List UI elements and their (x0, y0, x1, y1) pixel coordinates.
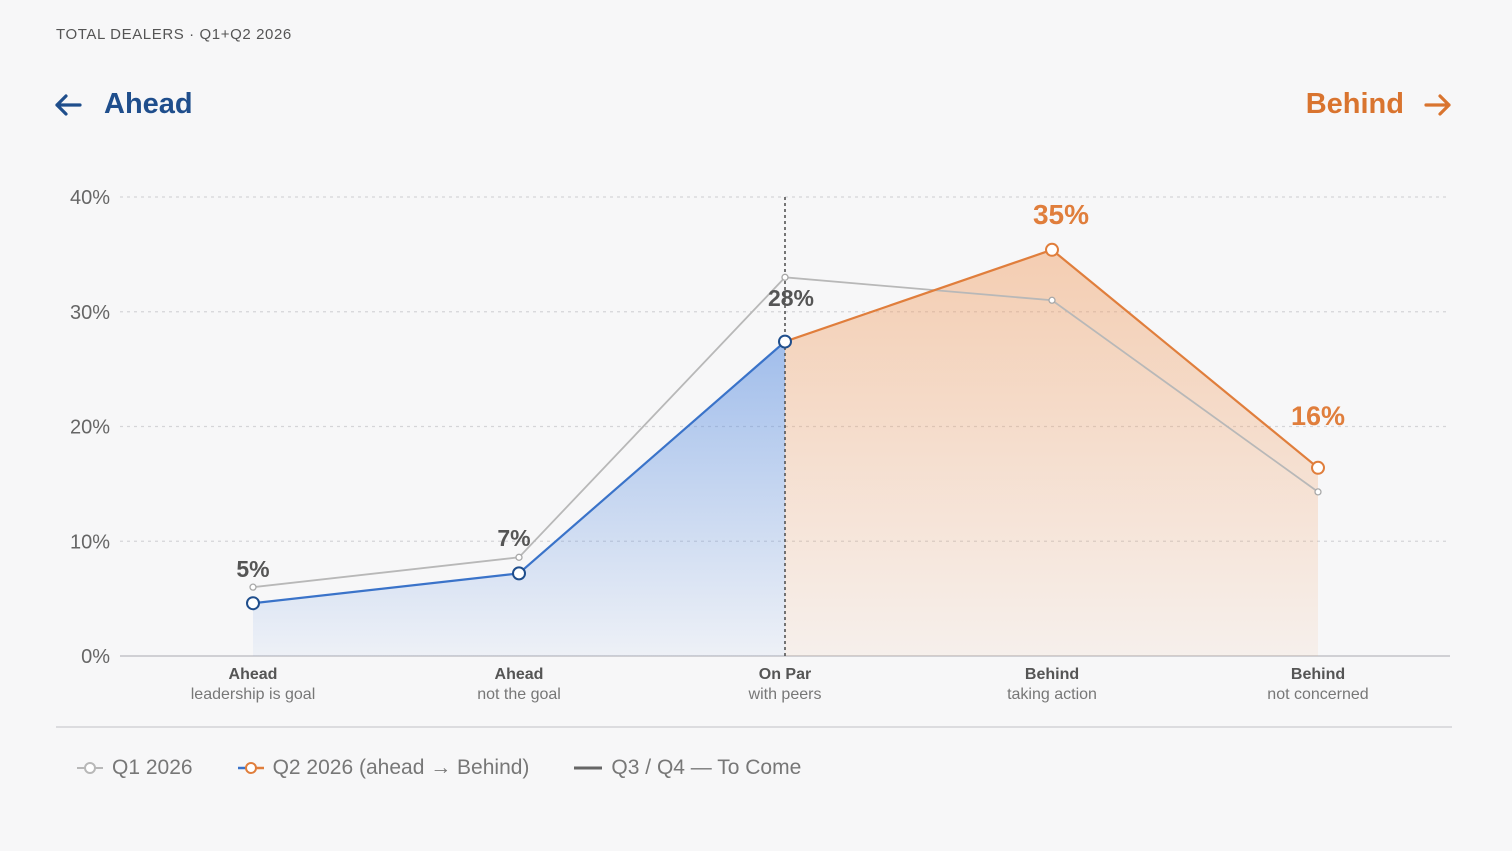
legend-item-q3q4: Q3 / Q4 — To Come (573, 756, 801, 780)
q2-point (246, 596, 260, 611)
q1-point (781, 273, 789, 281)
legend-item-q2: Q2 2026 (ahead → Behind) (237, 756, 530, 780)
legend-q1-swatch (77, 762, 103, 774)
q2-point (512, 566, 526, 581)
q1-point (1314, 488, 1322, 496)
x-tick-label-bottom: not concerned (1267, 686, 1368, 703)
legend-q2-swatch (237, 762, 264, 774)
legend-item-q1: Q1 2026 (76, 756, 193, 780)
q2-point (1311, 460, 1325, 475)
x-tick-label-bottom: leadership is goal (191, 686, 316, 703)
legend-q3q4-swatch (574, 766, 603, 770)
arrow-right-icon (1424, 93, 1452, 116)
behind-area (785, 249, 1318, 656)
legend-q3q4-label: Q3 / Q4 — To Come (611, 756, 802, 779)
legend-q2-label: Q2 2026 (ahead → Behind) (272, 756, 530, 779)
ahead-label: Ahead (104, 88, 193, 120)
behind-direction-label: Behind (1306, 88, 1452, 121)
x-tick-label-bottom: not the goal (477, 686, 561, 703)
data-labels: 5% 7% 28% 35% 16% (236, 199, 1345, 582)
x-tick-label-top: Ahead (495, 666, 544, 683)
y-tick-label: 40% (70, 187, 110, 209)
y-tick-label: 30% (70, 302, 110, 324)
y-axis-ticks: 40% 30% 20% 10% 0% (70, 187, 110, 668)
legend-divider (56, 726, 1452, 728)
q1-point (1048, 296, 1056, 304)
chart-kicker: TOTAL DEALERS · Q1+Q2 2026 (56, 26, 292, 43)
data-label: 28% (768, 285, 814, 311)
q2-point (778, 334, 792, 349)
data-label: 5% (236, 556, 269, 582)
arrow-left-icon (54, 93, 82, 116)
ahead-area (253, 341, 785, 656)
x-tick-label-bottom: with peers (748, 686, 822, 703)
behind-label: Behind (1305, 88, 1404, 120)
x-tick-label-top: Behind (1291, 666, 1345, 683)
y-tick-label: 10% (70, 531, 110, 553)
q2-point (1045, 242, 1059, 257)
line-chart: 40% 30% 20% 10% 0% 5% 7% 28% 35% 16% Ahead leader… (70, 187, 1450, 703)
y-tick-label: 0% (81, 646, 110, 668)
data-label: 35% (1033, 199, 1089, 230)
x-tick-label-top: Ahead (229, 666, 278, 683)
q1-point (249, 583, 257, 591)
x-tick-label-bottom: taking action (1007, 686, 1097, 703)
legend-q1-label: Q1 2026 (112, 756, 193, 779)
x-tick-label-top: Behind (1025, 666, 1079, 683)
x-axis-ticks: Ahead leadership is goal Ahead not the goal… (191, 666, 1369, 703)
data-label: 7% (497, 525, 530, 551)
ahead-direction-label: Ahead (54, 88, 193, 121)
chart-legend: Q1 2026 Q2 2026 (ahead → Behind) Q3 / Q4… (76, 756, 845, 780)
chart-points (246, 242, 1325, 611)
q1-point (515, 553, 523, 561)
chart-areas (253, 249, 1318, 656)
y-tick-label: 20% (70, 417, 110, 439)
data-label: 16% (1291, 401, 1345, 431)
x-tick-label-top: On Par (759, 666, 811, 683)
